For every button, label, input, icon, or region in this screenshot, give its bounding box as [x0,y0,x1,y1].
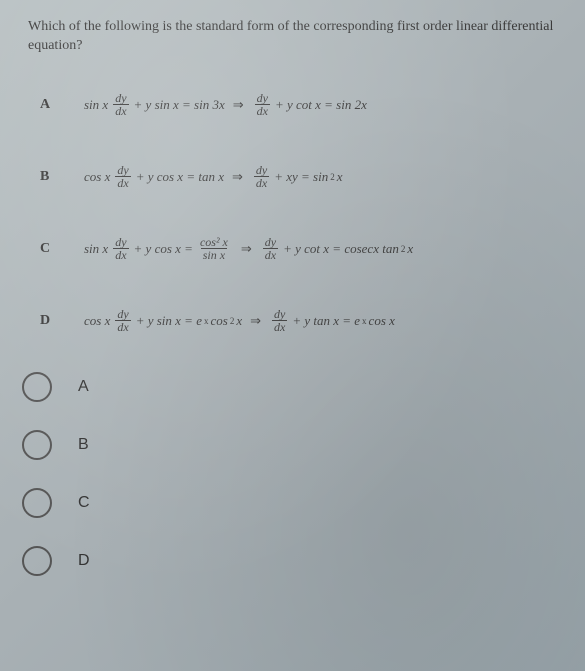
frac-num: dy [113,92,128,105]
superscript: x [362,316,367,326]
choices-block: A sin x dy dx + y sin x = sin 3x ⇒ dy dx… [40,84,563,342]
equation-a: sin x dy dx + y sin x = sin 3x ⇒ dy dx +… [84,92,367,118]
answer-label: D [78,552,90,570]
frac-num: dy [115,164,130,177]
arrow-icon: ⇒ [232,169,243,185]
frac-den: sin x [201,248,227,262]
fraction-dydx: dy dx [263,236,278,262]
frac-den: dx [113,248,128,262]
frac-num: dy [272,308,287,321]
choice-label-d: D [40,313,84,329]
fraction-dydx: dy dx [272,308,287,334]
arrow-icon: ⇒ [241,241,252,257]
answer-label: C [78,494,90,512]
equation-c: sin x dy dx + y cos x = cos² x sin x ⇒ d… [84,236,413,262]
fraction-dydx: dy dx [115,308,130,334]
choice-row-a: A sin x dy dx + y sin x = sin 3x ⇒ dy dx… [40,84,563,126]
superscript: 2 [330,172,335,182]
eq-text: + y tan x = e [292,313,360,329]
frac-den: dx [255,104,270,118]
radio-icon[interactable] [22,372,52,402]
eq-text: cos [210,313,227,329]
superscript: 2 [230,316,235,326]
superscript: 2 [401,244,406,254]
choice-row-d: D cos x dy dx + y sin x = ex cos2 x ⇒ dy… [40,300,563,342]
frac-num: dy [115,308,130,321]
eq-text: x [407,241,413,257]
fraction-dydx: dy dx [113,236,128,262]
eq-text: cos x [369,313,395,329]
fraction-dydx: dy dx [115,164,130,190]
eq-text: + y sin x = sin 3x [134,97,225,113]
fraction-dydx: dy dx [255,92,270,118]
answer-label: A [78,378,89,396]
radio-icon[interactable] [22,488,52,518]
choice-row-b: B cos x dy dx + y cos x = tan x ⇒ dy dx … [40,156,563,198]
equation-b: cos x dy dx + y cos x = tan x ⇒ dy dx + … [84,164,343,190]
fraction-cos2x: cos² x sin x [198,236,230,262]
eq-text: + y cos x = tan x [136,169,224,185]
frac-den: dx [272,320,287,334]
choice-label-b: B [40,169,84,185]
frac-num: dy [263,236,278,249]
radio-icon[interactable] [22,430,52,460]
equation-d: cos x dy dx + y sin x = ex cos2 x ⇒ dy d… [84,308,395,334]
radio-icon[interactable] [22,546,52,576]
answer-option-c[interactable]: C [22,488,563,518]
frac-den: dx [263,248,278,262]
eq-text: x [337,169,343,185]
fraction-dydx: dy dx [113,92,128,118]
frac-num: dy [255,92,270,105]
choice-row-c: C sin x dy dx + y cos x = cos² x sin x ⇒… [40,228,563,270]
eq-text: + y sin x = e [136,313,202,329]
eq-text: + xy = sin [274,169,328,185]
eq-text: x [236,313,242,329]
eq-text: sin x [84,241,108,257]
arrow-icon: ⇒ [250,313,261,329]
superscript: x [204,316,209,326]
choice-label-a: A [40,97,84,113]
choice-label-c: C [40,241,84,257]
answer-option-d[interactable]: D [22,546,563,576]
frac-num: dy [254,164,269,177]
eq-text: cos x [84,313,110,329]
frac-num: cos² x [198,236,230,249]
answer-label: B [78,436,89,454]
eq-text: + y cos x = [134,241,193,257]
eq-text: sin x [84,97,108,113]
fraction-dydx: dy dx [254,164,269,190]
frac-den: dx [115,176,130,190]
answer-options: A B C D [22,372,563,576]
frac-den: dx [254,176,269,190]
eq-text: + y cot x = cosecx tan [283,241,399,257]
frac-den: dx [113,104,128,118]
eq-text: cos x [84,169,110,185]
question-text: Which of the following is the standard f… [28,18,563,56]
frac-num: dy [113,236,128,249]
answer-option-b[interactable]: B [22,430,563,460]
answer-option-a[interactable]: A [22,372,563,402]
eq-text: + y cot x = sin 2x [275,97,367,113]
arrow-icon: ⇒ [233,97,244,113]
frac-den: dx [115,320,130,334]
